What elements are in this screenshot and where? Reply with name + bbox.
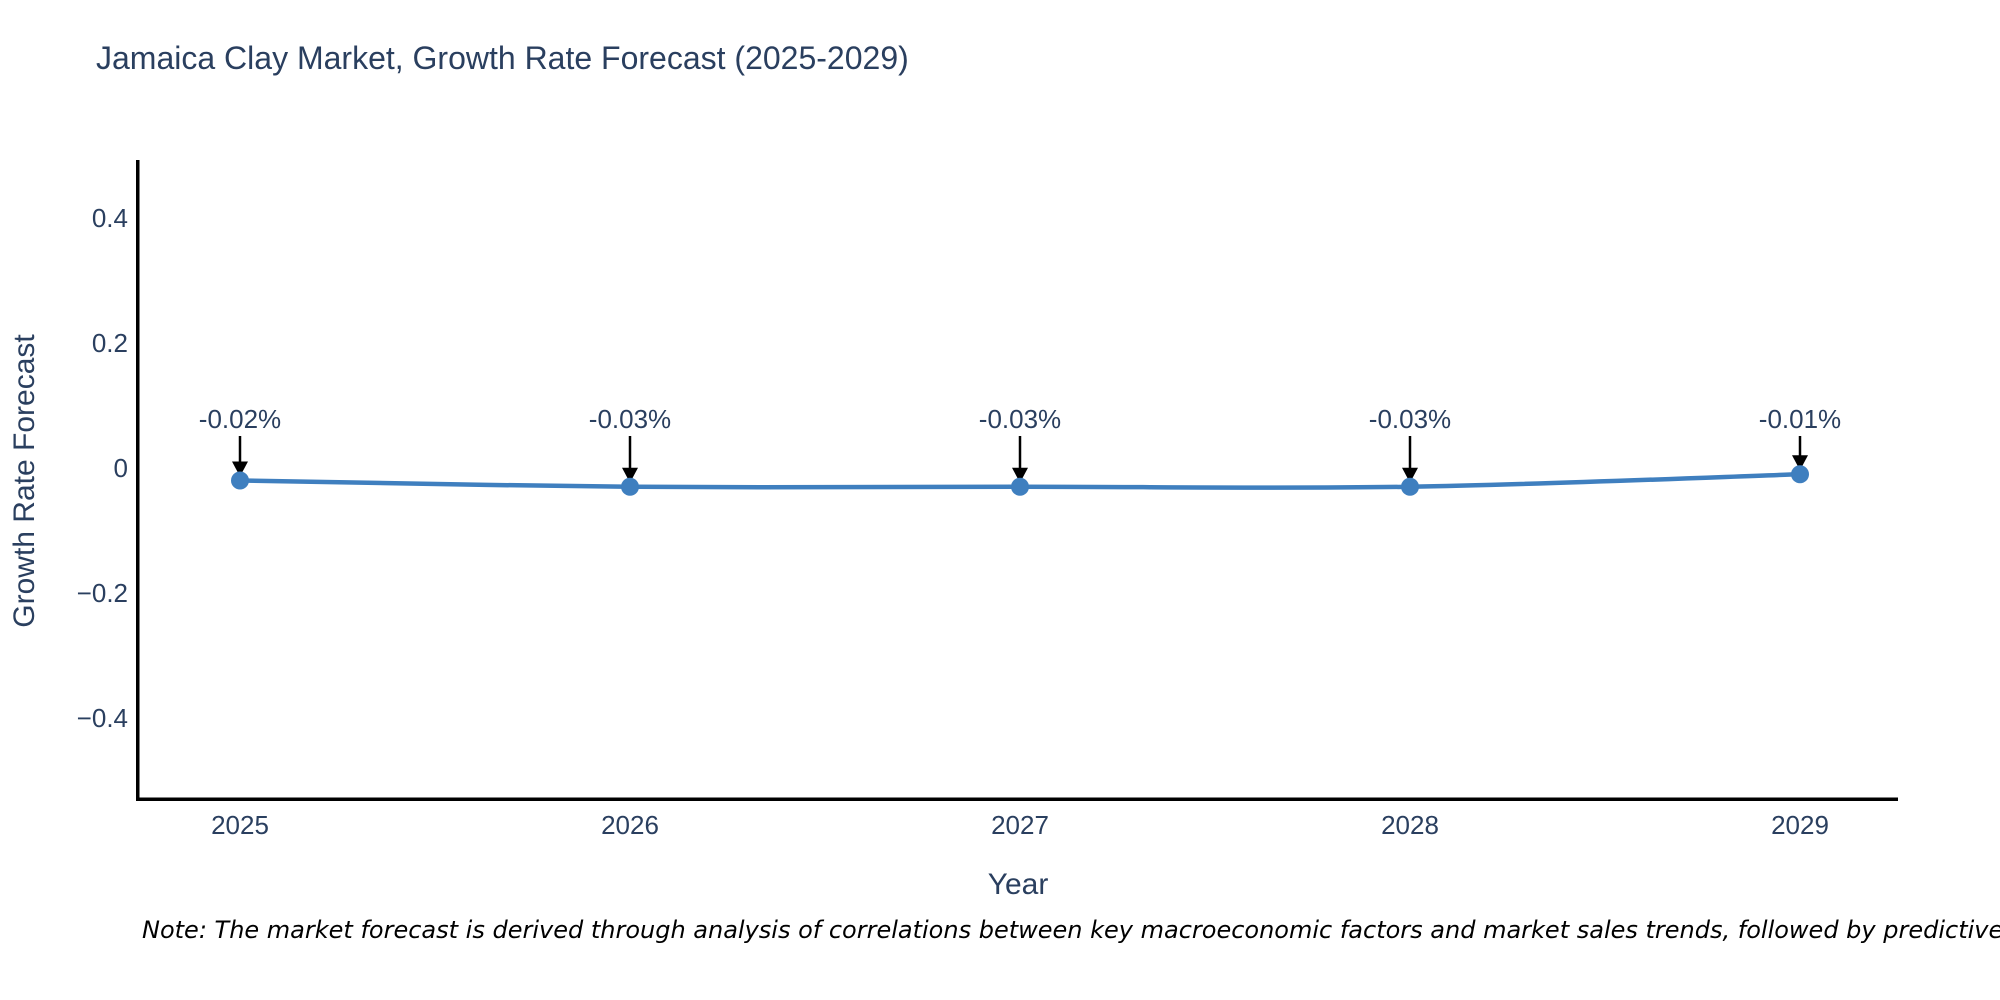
point-annotation: -0.03% <box>588 404 672 434</box>
data-point-marker <box>1791 465 1809 484</box>
data-point-marker <box>1401 477 1419 496</box>
y-tick-label: −0.4 <box>76 703 128 733</box>
x-tick-label: 2029 <box>1771 810 1829 840</box>
y-tick-label: 0 <box>113 453 128 483</box>
x-tick-label: 2026 <box>601 810 659 840</box>
x-tick-label: 2027 <box>991 810 1049 840</box>
point-annotation: -0.03% <box>978 404 1062 434</box>
annotation-arrowhead <box>622 467 638 483</box>
data-point-marker <box>621 477 639 496</box>
data-point-marker <box>231 471 249 490</box>
chart-title: Jamaica Clay Market, Growth Rate Forecas… <box>96 40 909 76</box>
x-tick-label: 2025 <box>211 810 269 840</box>
point-annotation: -0.02% <box>198 404 282 434</box>
point-annotation: -0.03% <box>1368 404 1452 434</box>
annotation-arrowhead <box>1792 455 1808 471</box>
annotation-arrowhead <box>1402 467 1418 483</box>
x-tick-label: 2028 <box>1381 810 1439 840</box>
footnote: Note: The market forecast is derived thr… <box>142 916 2000 944</box>
y-tick-label: 0.4 <box>91 203 128 233</box>
y-axis-spine <box>136 160 140 801</box>
x-axis-spine <box>136 797 1898 801</box>
annotation-arrowhead <box>1012 467 1028 483</box>
data-point-marker <box>1011 477 1029 496</box>
annotation-arrowhead <box>232 461 248 477</box>
x-axis-title: Year <box>987 868 1049 901</box>
point-annotation: -0.01% <box>1758 404 1842 434</box>
y-tick-label: −0.2 <box>76 578 128 608</box>
y-tick-label: 0.2 <box>91 328 128 358</box>
